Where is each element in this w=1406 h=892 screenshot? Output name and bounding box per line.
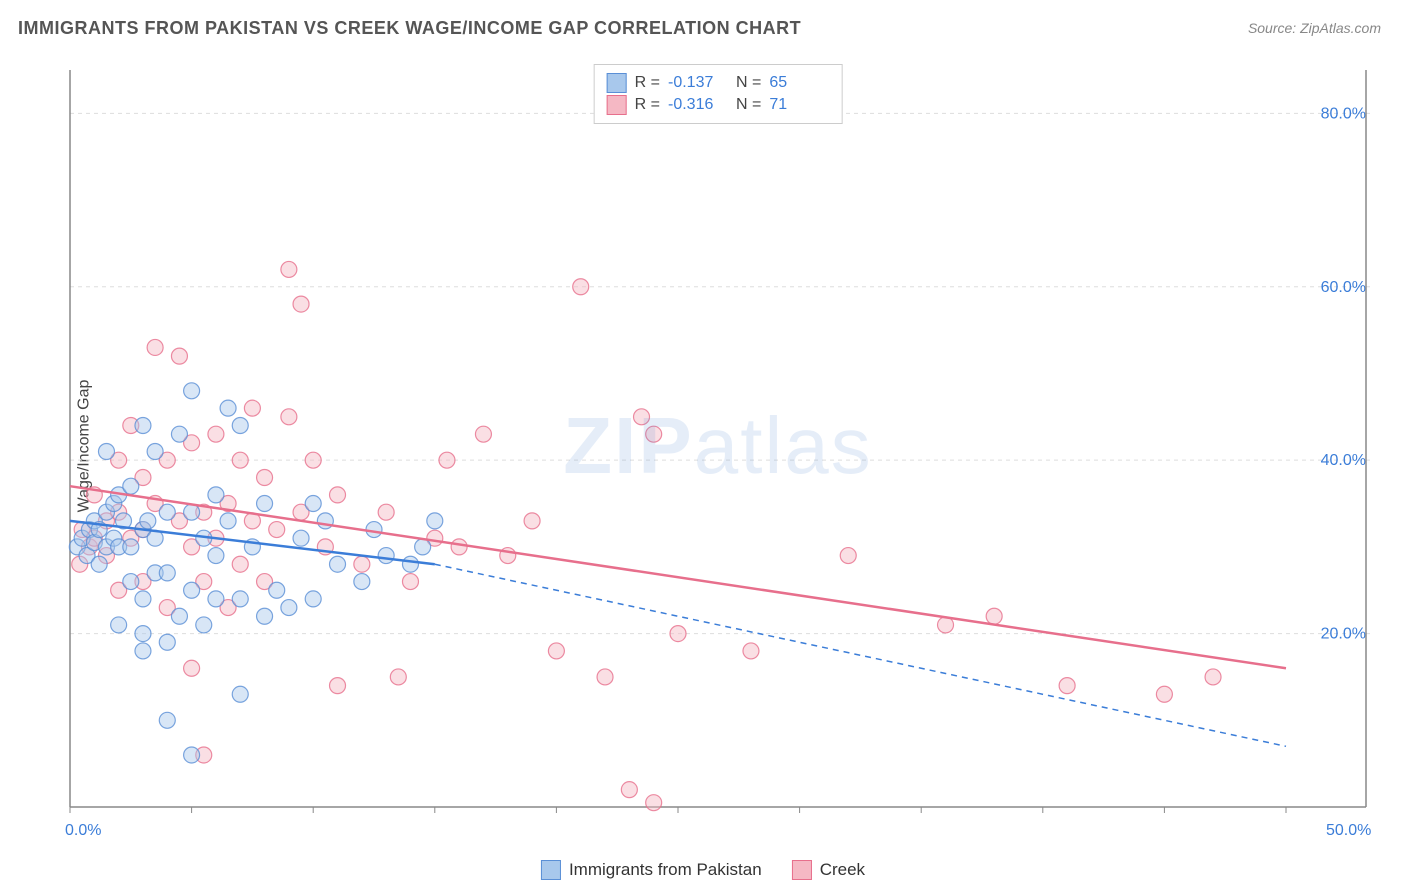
scatter-chart: 20.0% 40.0% 60.0% 80.0% bbox=[60, 60, 1376, 832]
svg-text:20.0%: 20.0% bbox=[1321, 626, 1366, 643]
x-axis-min-label: 0.0% bbox=[65, 822, 101, 840]
chart-title: IMMIGRANTS FROM PAKISTAN VS CREEK WAGE/I… bbox=[18, 18, 801, 39]
source-credit: Source: ZipAtlas.com bbox=[1248, 20, 1381, 36]
svg-text:60.0%: 60.0% bbox=[1321, 279, 1366, 296]
chart-area: 20.0%40.0%60.0%80.0% ZIPatlas R =-0.137 … bbox=[60, 60, 1376, 832]
svg-text:40.0%: 40.0% bbox=[1321, 452, 1366, 469]
x-axis-max-label: 50.0% bbox=[1326, 822, 1371, 840]
legend-stats: R =-0.137 N =65 R =-0.316 N =71 bbox=[594, 64, 843, 124]
legend-bottom: Immigrants from PakistanCreek bbox=[541, 860, 865, 880]
svg-text:80.0%: 80.0% bbox=[1321, 105, 1366, 122]
